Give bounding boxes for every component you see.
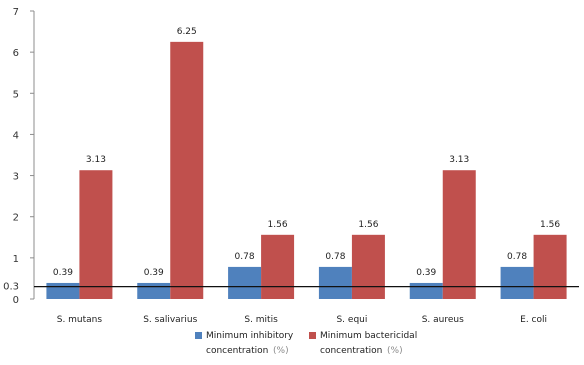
data-label: 3.13 — [86, 155, 106, 165]
data-label: 1.56 — [358, 220, 378, 230]
bar-mbc — [442, 170, 476, 299]
data-label: 0.78 — [507, 252, 527, 262]
legend-unit: (%) — [387, 346, 403, 356]
axes: 0 1 2 3 4 5 6 7 — [13, 7, 35, 306]
bars — [46, 41, 567, 299]
data-label: 0.78 — [325, 252, 345, 262]
y-tick-label: 2 — [13, 213, 19, 224]
y-tick-label: 4 — [13, 130, 19, 141]
reference-line-group: 0.3 — [3, 282, 579, 293]
data-labels: 0.39 3.13 S. mutans 0.39 6.25 S. salivarius 0.… — [53, 27, 560, 325]
data-label: 0.78 — [235, 252, 255, 262]
y-tick-label: 0 — [13, 295, 19, 306]
bar-mbc — [351, 234, 385, 299]
y-tick-label: 5 — [13, 89, 19, 100]
bar-mbc — [170, 41, 204, 299]
reference-line-label: 0.3 — [3, 282, 19, 293]
bar-mic — [500, 266, 534, 299]
y-tick-label: 6 — [13, 48, 19, 59]
data-label: 1.56 — [268, 220, 288, 230]
legend-swatch — [309, 332, 316, 339]
category-label: S. aureus — [422, 315, 464, 325]
bar-mic — [46, 282, 80, 299]
bar-mbc — [261, 234, 295, 299]
bar-mic — [137, 282, 171, 299]
legend-label-line2: concentration — [320, 346, 382, 356]
category-label: E. coli — [520, 315, 547, 325]
legend-label: Minimum inhibitory — [206, 331, 294, 341]
bar-mbc — [79, 170, 113, 299]
y-tick-label: 3 — [13, 172, 19, 183]
y-tick-label: 7 — [13, 7, 19, 18]
data-label: 6.25 — [177, 27, 197, 37]
y-tick-label: 1 — [13, 254, 19, 265]
legend-label: Minimum bactericidal — [320, 331, 417, 341]
bar-mbc — [533, 234, 567, 299]
bar-mic — [318, 266, 352, 299]
data-label: 0.39 — [416, 268, 436, 278]
legend-unit: (%) — [273, 346, 289, 356]
bar-mic — [228, 266, 262, 299]
legend-swatch — [195, 332, 202, 339]
category-label: S. salivarius — [143, 315, 197, 325]
legend: Minimum inhibitory concentration (%) Minimu… — [195, 331, 417, 356]
data-label: 3.13 — [449, 155, 469, 165]
category-label: S. mutans — [57, 315, 103, 325]
bar-mic — [409, 282, 443, 299]
legend-label-line2: concentration — [206, 346, 268, 356]
data-label: 1.56 — [540, 220, 560, 230]
data-label: 0.39 — [144, 268, 164, 278]
category-label: S. equi — [336, 315, 367, 325]
data-label: 0.39 — [53, 268, 73, 278]
category-label: S. mitis — [244, 315, 278, 325]
